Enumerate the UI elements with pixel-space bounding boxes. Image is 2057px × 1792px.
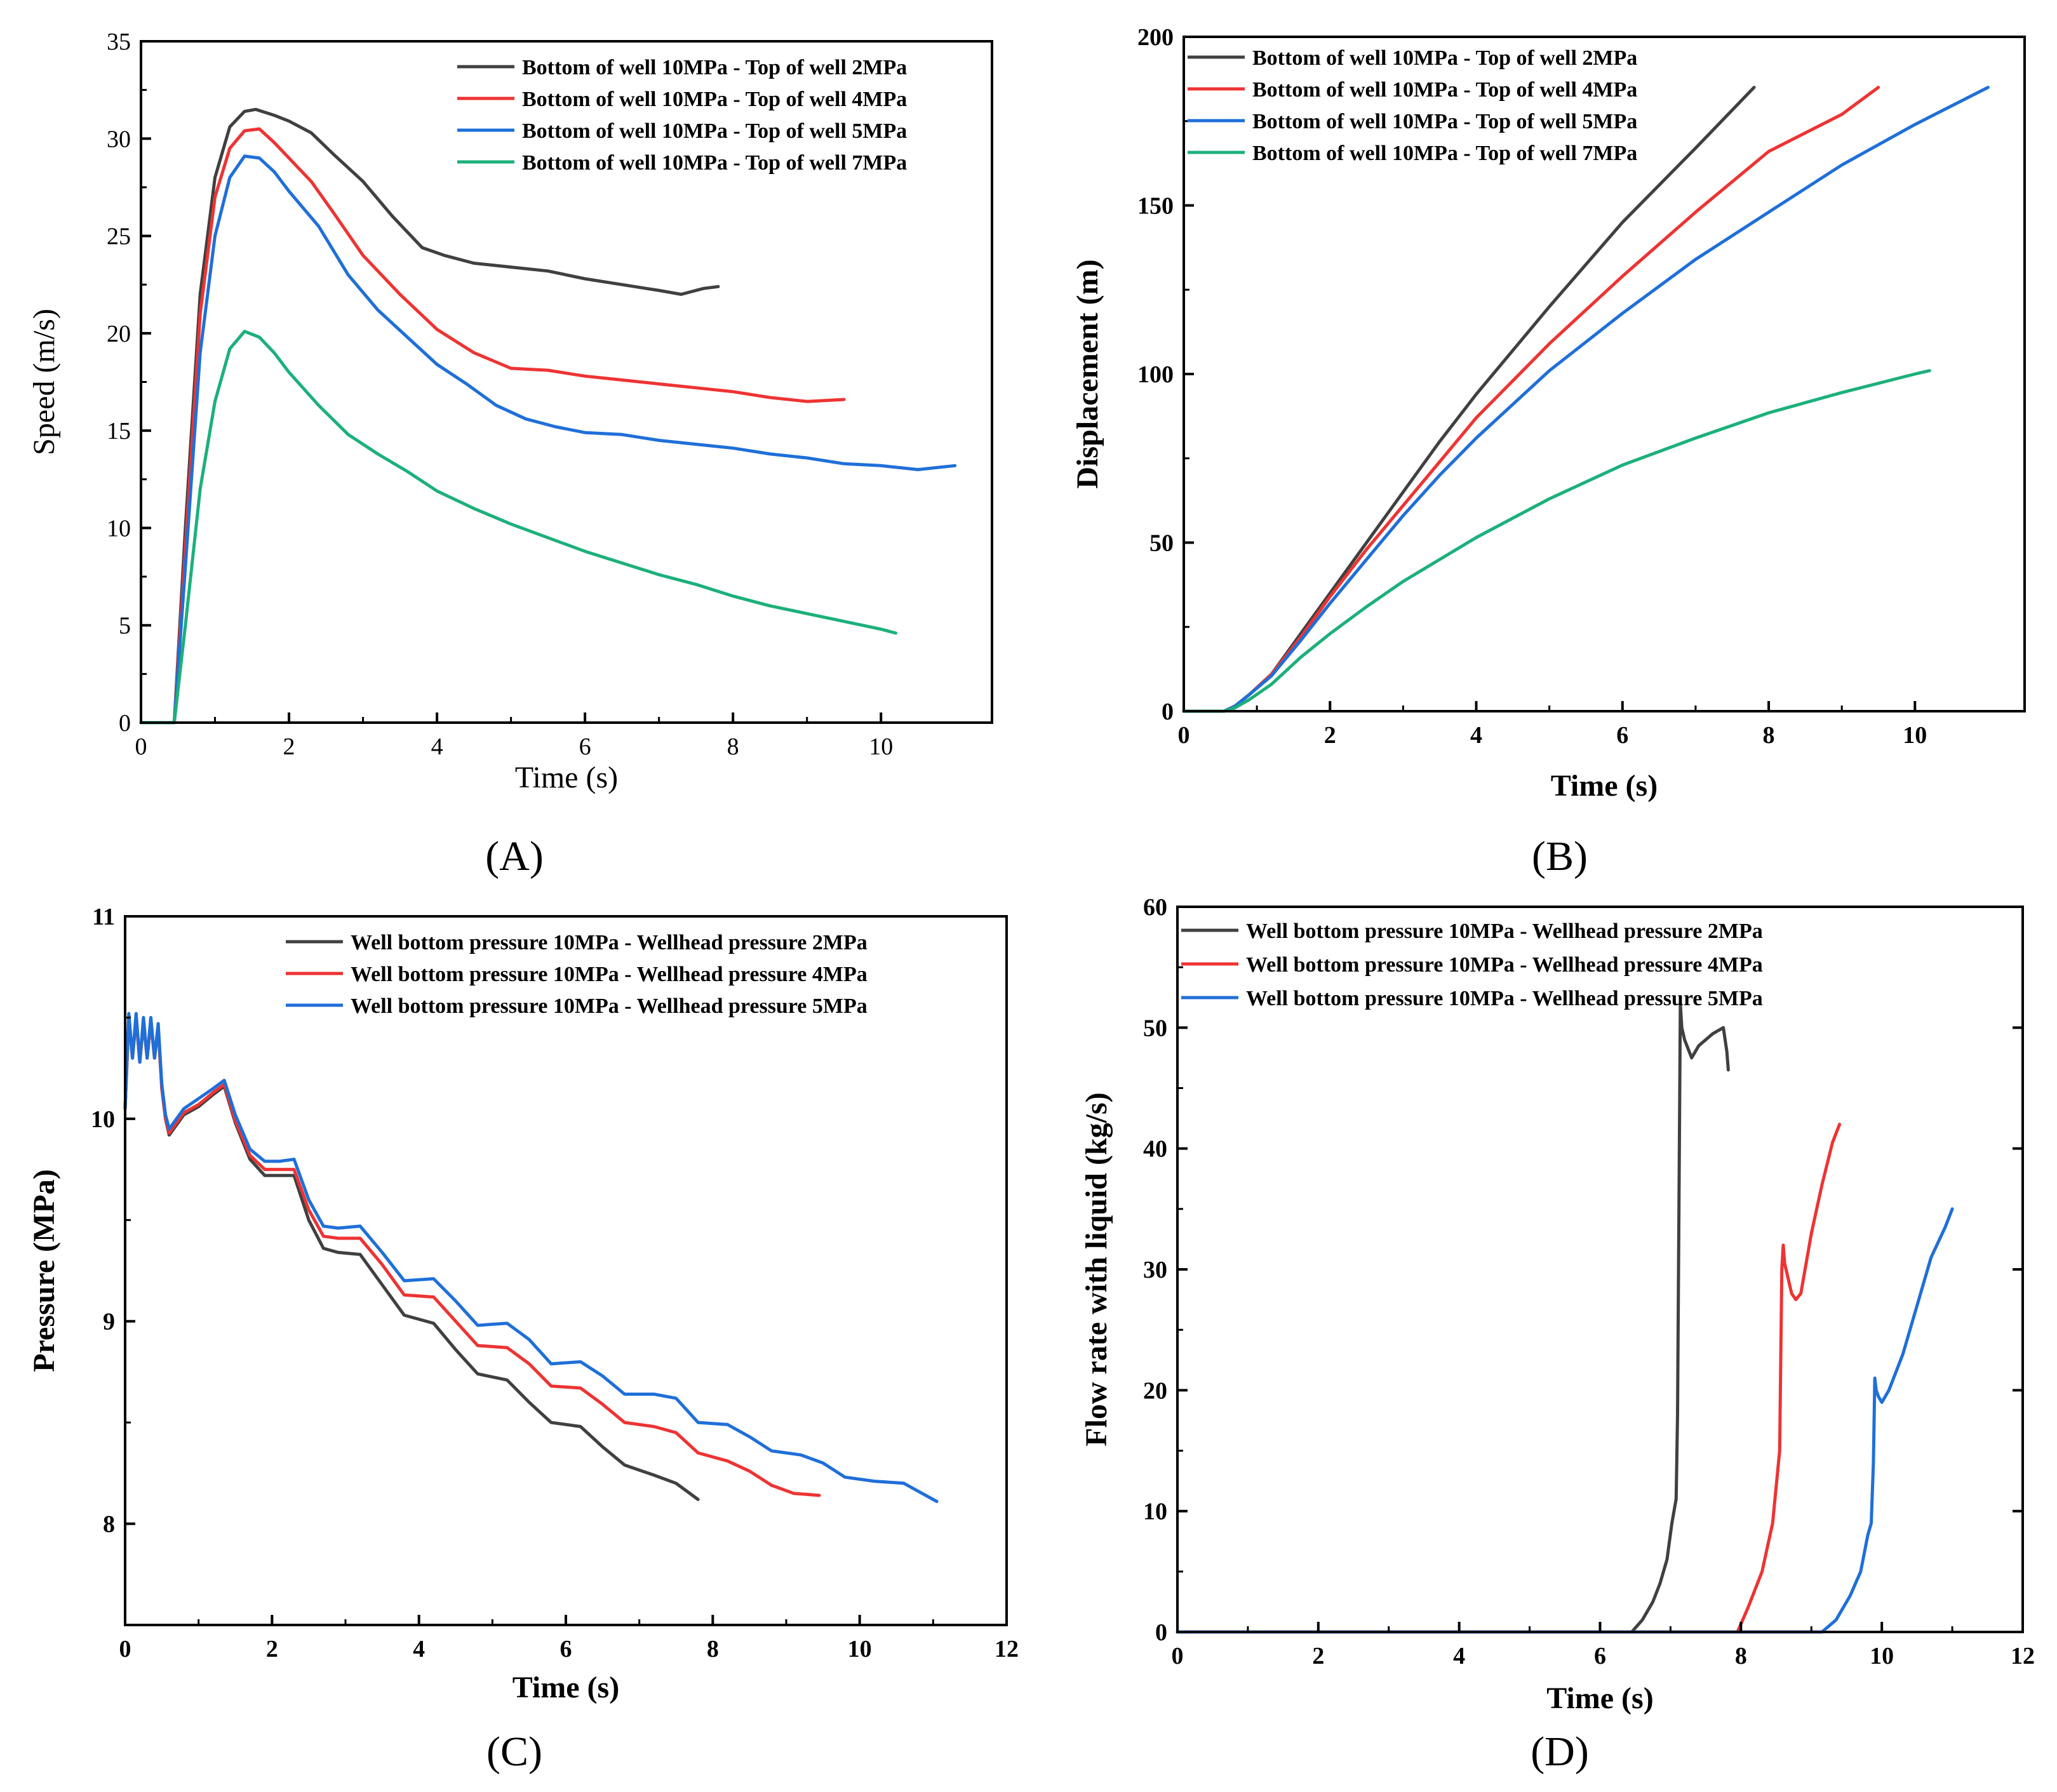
legend-label: Bottom of well 10MPa - Top of well 7MPa: [1252, 142, 1637, 165]
x-tick-label: 12: [2011, 1643, 2035, 1669]
x-tick-label: 0: [1178, 722, 1190, 749]
y-tick-label: 5: [119, 613, 131, 639]
y-tick-label: 20: [107, 321, 131, 347]
x-tick-label: 4: [413, 1636, 425, 1662]
series-line-4: [139, 330, 897, 725]
series-line-1: [1176, 1001, 1730, 1634]
x-tick-label: 2: [1312, 1643, 1324, 1669]
x-tick-label: 2: [266, 1636, 278, 1662]
y-tick-label: 150: [1137, 193, 1174, 220]
x-tick-label: 4: [1453, 1643, 1465, 1669]
y-tick-label: 15: [107, 418, 131, 445]
x-tick-label: 8: [707, 1636, 719, 1662]
series-line-3: [139, 154, 957, 725]
y-tick-label: 200: [1137, 24, 1174, 51]
x-tick-label: 12: [995, 1636, 1019, 1662]
x-tick-label: 10: [848, 1636, 872, 1662]
plot-frame: [1183, 36, 2026, 712]
x-tick-label: 0: [119, 1636, 131, 1662]
legend-label: Bottom of well 10MPa - Top of well 4MPa: [1252, 78, 1637, 102]
y-tick-label: 10: [1143, 1499, 1167, 1525]
x-tick-label: 8: [1735, 1643, 1747, 1669]
panel-label: (D): [1531, 1728, 1589, 1775]
x-axis-label: Time (s): [1551, 769, 1658, 803]
y-tick-label: 0: [1162, 699, 1174, 725]
x-tick-label: 6: [1616, 722, 1628, 749]
x-tick-label: 6: [579, 733, 591, 760]
x-axis-label: Time (s): [515, 761, 618, 794]
x-tick-label: 4: [431, 733, 443, 760]
panel-label: (C): [486, 1728, 542, 1775]
y-tick-label: 30: [107, 126, 131, 152]
y-axis-label: Flow rate with liquid (kg/s): [1080, 1092, 1113, 1446]
y-tick-label: 0: [119, 710, 131, 737]
series-line-3: [123, 1012, 939, 1503]
legend-label: Bottom of well 10MPa - Top of well 2MPa: [1252, 46, 1637, 70]
x-tick-label: 6: [560, 1636, 572, 1662]
legend-label: Bottom of well 10MPa - Top of well 5MPa: [1252, 110, 1637, 133]
legend-label: Bottom of well 10MPa - Top of well 4MPa: [522, 88, 907, 111]
y-tick-label: 10: [91, 1106, 115, 1133]
legend-label: Well bottom pressure 10MPa - Wellhead pr…: [351, 963, 868, 986]
x-tick-label: 0: [135, 733, 147, 760]
x-tick-label: 10: [1903, 722, 1927, 749]
y-tick-label: 50: [1149, 530, 1174, 557]
y-tick-label: 20: [1143, 1377, 1167, 1404]
series-line-2: [1182, 86, 1880, 713]
plot-frame: [140, 40, 993, 724]
y-axis-label: Speed (m/s): [27, 309, 61, 455]
y-tick-label: 10: [107, 515, 131, 542]
x-tick-label: 8: [727, 733, 739, 760]
y-tick-label: 9: [103, 1309, 115, 1335]
legend-label: Well bottom pressure 10MPa - Wellhead pr…: [351, 994, 868, 1018]
panel-a: 0 2 4 6 8 10 0 5 10 15 20 25 30 35 Time (s) Speed (m/s)…: [27, 29, 993, 879]
legend-label: Well bottom pressure 10MPa - Wellhead pr…: [1246, 953, 1763, 977]
y-tick-label: 0: [1155, 1619, 1167, 1646]
x-tick-label: 10: [869, 733, 893, 760]
plot-frame: [124, 915, 1008, 1626]
series-line-2: [139, 127, 846, 725]
legend-label: Bottom of well 10MPa - Top of well 2MPa: [522, 56, 907, 79]
y-axis-label: Pressure (MPa): [27, 1169, 61, 1372]
x-axis-label: Time (s): [1546, 1682, 1653, 1715]
legend-label: Well bottom pressure 10MPa - Wellhead pr…: [1246, 919, 1763, 943]
panel-label: (A): [485, 833, 544, 879]
plot-frame: [1176, 906, 2024, 1633]
panel-d: 0 2 4 6 8 10 12 0 10 20 30 40 50 60 Time (s) Flow rate …: [1080, 894, 2035, 1775]
x-tick-label: 6: [1594, 1643, 1606, 1669]
y-tick-label: 30: [1143, 1257, 1167, 1283]
series-line-4: [1182, 369, 1931, 713]
series-line-1: [1182, 86, 1756, 713]
legend-label: Bottom of well 10MPa - Top of well 7MPa: [522, 151, 907, 175]
x-tick-label: 0: [1172, 1643, 1184, 1669]
y-tick-label: 11: [92, 904, 115, 930]
legend-label: Bottom of well 10MPa - Top of well 5MPa: [522, 119, 907, 143]
y-axis-label: Displacement (m): [1071, 259, 1104, 488]
y-tick-label: 35: [107, 29, 131, 55]
x-axis-label: Time (s): [513, 1671, 619, 1704]
x-tick-label: 4: [1470, 722, 1482, 749]
panel-c: 0 2 4 6 8 10 12 8 9 10 11 Time (s) Pressure (MPa) Wel…: [27, 904, 1019, 1775]
panel-label: (B): [1532, 833, 1588, 879]
series-line-3: [1176, 1207, 1954, 1634]
y-tick-label: 40: [1143, 1136, 1167, 1163]
legend-label: Well bottom pressure 10MPa - Wellhead pr…: [1246, 987, 1763, 1010]
y-tick-label: 100: [1137, 361, 1174, 388]
y-tick-label: 8: [103, 1511, 115, 1538]
y-tick-label: 25: [107, 224, 131, 250]
x-tick-label: 2: [1324, 722, 1336, 749]
x-tick-label: 10: [1870, 1643, 1894, 1669]
series-line-3: [1182, 86, 1990, 713]
y-tick-label: 60: [1143, 894, 1167, 921]
y-tick-label: 50: [1143, 1015, 1167, 1041]
legend-label: Well bottom pressure 10MPa - Wellhead pr…: [351, 931, 868, 954]
series-line-1: [139, 107, 720, 725]
series-line-2: [1176, 1123, 1842, 1634]
x-tick-label: 2: [283, 733, 295, 760]
x-tick-label: 8: [1763, 722, 1775, 749]
